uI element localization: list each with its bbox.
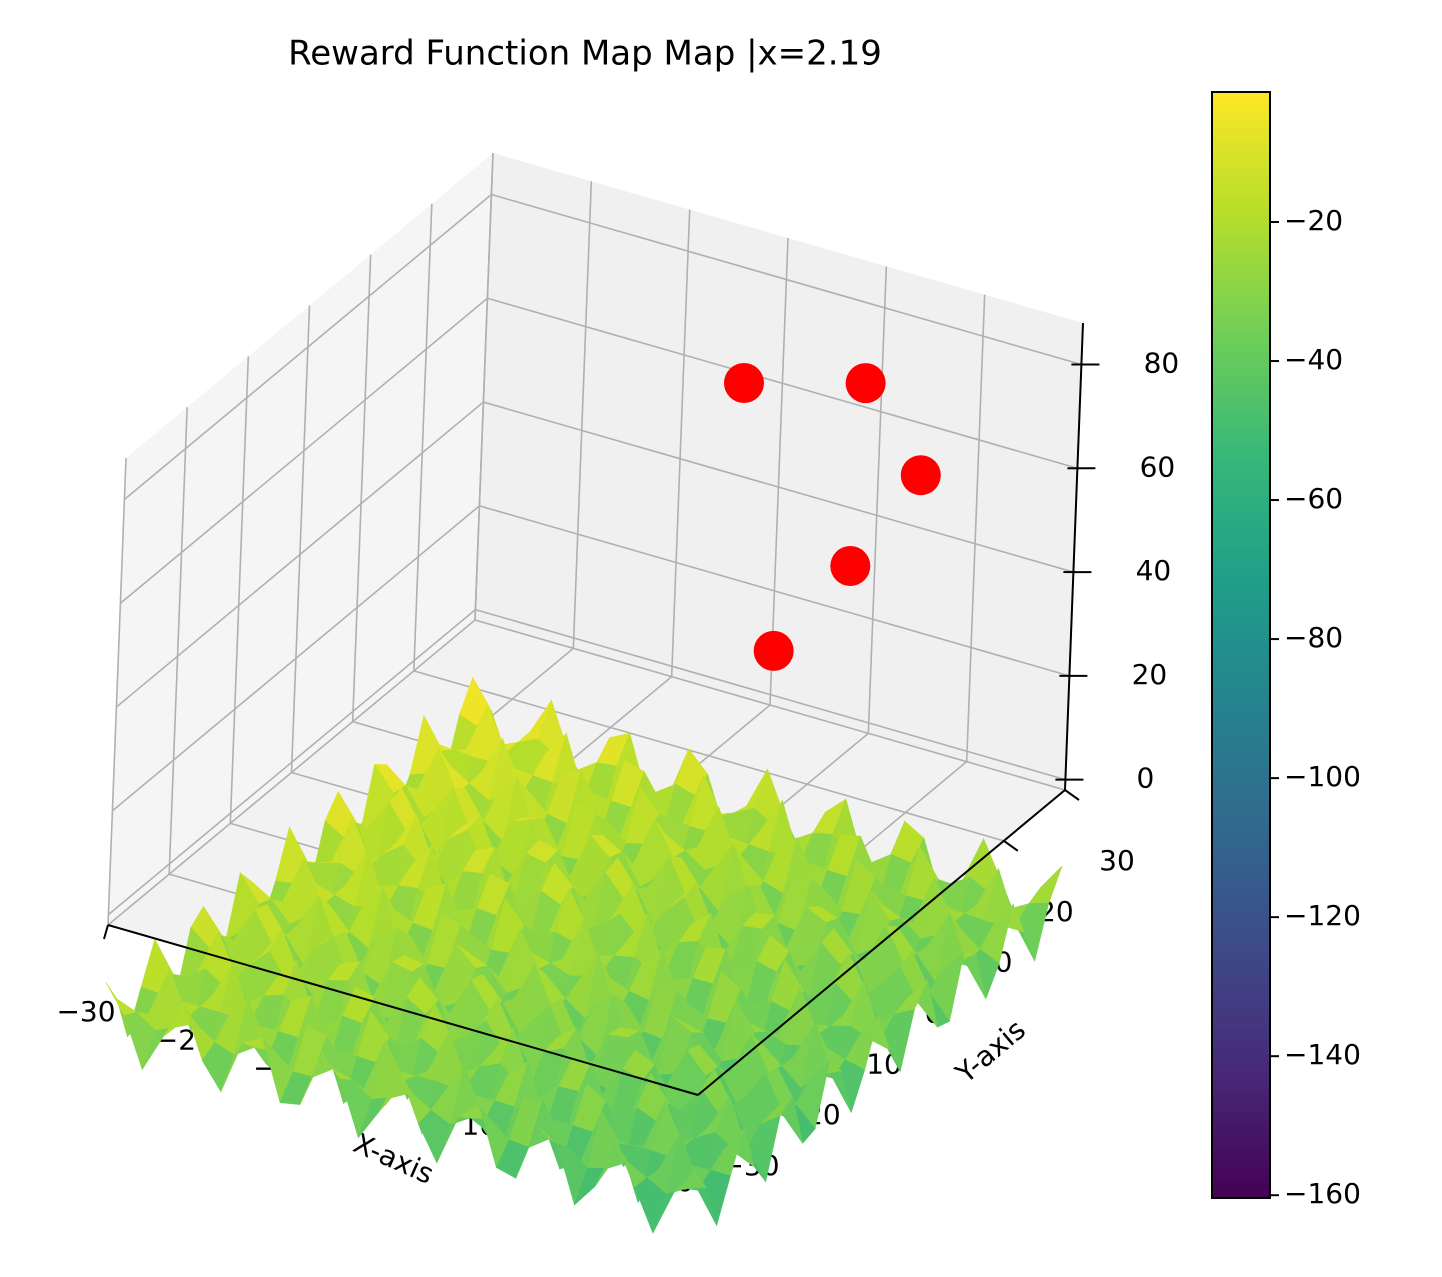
chart-title: Reward Function Map Map |x=2.19 [288, 34, 882, 74]
colorbar-tick-label: −20 [1284, 204, 1343, 237]
grid-line [487, 297, 1078, 470]
grid-line [491, 193, 1082, 366]
grid-line [111, 505, 480, 812]
grid-line [351, 254, 372, 722]
colorbar-tick-label: −140 [1284, 1038, 1361, 1071]
colorbar-tick-label: −80 [1284, 621, 1343, 654]
z-tick-label: 80 [1144, 347, 1180, 380]
z-tick-label: 60 [1140, 450, 1176, 483]
grid-line [769, 237, 789, 706]
grid-line [107, 609, 476, 916]
scatter-point [723, 362, 764, 403]
grid-line [965, 294, 986, 762]
grid-line [290, 305, 311, 773]
axis-line [697, 789, 1066, 1096]
y-axis-label: Y-axis [949, 1013, 1032, 1090]
scatter-point [900, 455, 941, 496]
colorbar-tick-label: −40 [1284, 343, 1343, 376]
z-tick-label: 0 [1136, 762, 1154, 795]
scatter-point [845, 363, 886, 404]
surface [105, 676, 1063, 1234]
grid-line [475, 608, 1066, 781]
scatter-point [830, 545, 871, 586]
z-tick-label: 40 [1136, 554, 1172, 587]
grid-line [413, 203, 433, 671]
colorbar-tick-label: −120 [1284, 899, 1361, 932]
grid-line [572, 181, 593, 649]
grid-line [474, 152, 494, 621]
surface-patch [673, 1170, 707, 1193]
grid-line [479, 505, 1070, 677]
grid-line [115, 401, 484, 708]
grid-line [168, 407, 188, 875]
x-tick-label: −30 [56, 995, 115, 1028]
axis-line [107, 924, 699, 1096]
axis-line [1064, 322, 1084, 791]
grid-line [474, 619, 1066, 791]
z-tick-label: 20 [1132, 658, 1168, 691]
y-tick-label: 30 [1099, 844, 1135, 877]
tick-mark [1064, 789, 1080, 801]
tick-mark [103, 924, 109, 940]
grid-line [119, 297, 488, 604]
scatter-point [753, 630, 794, 671]
colorbar-tick-label: −160 [1284, 1177, 1361, 1210]
grid-line [670, 209, 691, 677]
grid-line [867, 266, 888, 734]
grid-line [483, 401, 1074, 573]
tick-mark [1003, 840, 1019, 852]
grid-line [413, 670, 1005, 842]
grid-line [123, 193, 492, 501]
grid-line [107, 457, 127, 926]
colorbar [1211, 91, 1271, 1199]
colorbar-tick-label: −60 [1284, 482, 1343, 515]
grid-line [229, 356, 250, 824]
colorbar-tick-label: −100 [1284, 760, 1361, 793]
